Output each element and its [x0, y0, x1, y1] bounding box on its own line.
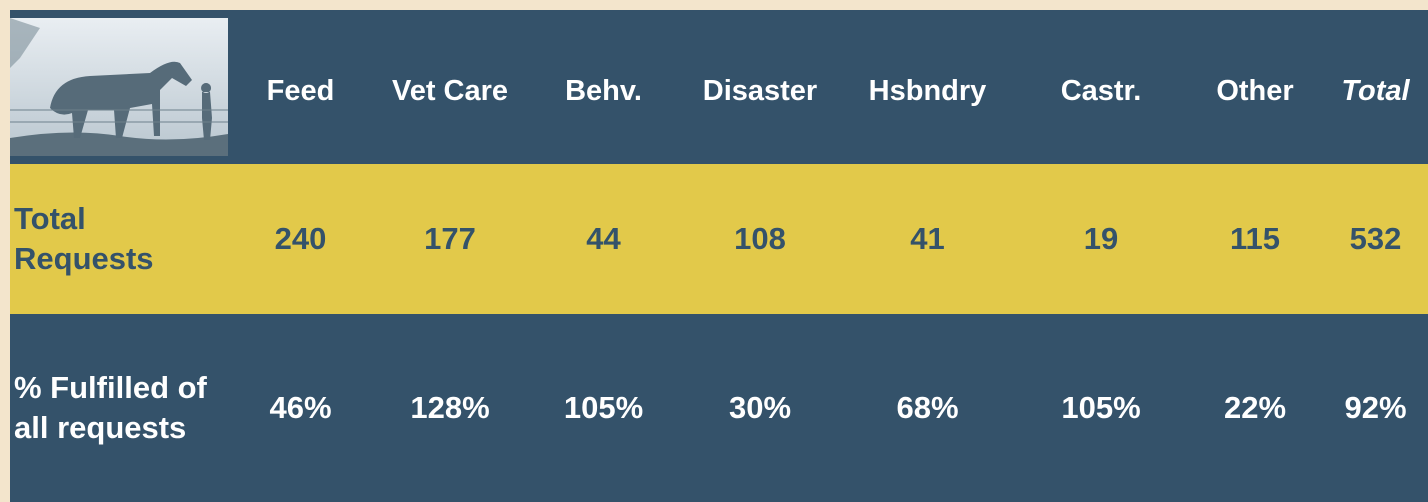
row-label: Total Requests: [14, 201, 154, 276]
cell-value: 105%: [563, 390, 644, 425]
column-header: Total: [1341, 74, 1410, 107]
cell-value: 177: [424, 221, 476, 256]
column-header: Feed: [266, 74, 335, 107]
column-header: Other: [1216, 74, 1294, 107]
cell-value: 46%: [269, 390, 332, 425]
cell-value: 128%: [410, 390, 490, 425]
horse-illustration: [10, 18, 228, 156]
summary-table: Feed Vet Care Behv. Disaster Hsbndry Castr. Ot…: [10, 10, 1428, 502]
column-header: Behv.: [565, 74, 642, 107]
table-row: % Fulfilled of all requests 46% 128% 105% 30…: [10, 314, 1428, 502]
row-label-cell: Total Requests: [10, 164, 228, 314]
cell-value: 22%: [1223, 390, 1287, 425]
cell-value: 30%: [728, 390, 792, 425]
cell-value: 19: [1083, 221, 1119, 256]
cell-value: 115: [1229, 221, 1280, 256]
cell-value: 240: [274, 221, 327, 256]
table-row: Total Requests 240 177 44 108 41 19 115 532: [10, 164, 1428, 314]
header-row: Feed Vet Care Behv. Disaster Hsbndry Castr. Ot…: [10, 10, 1428, 164]
column-header: Vet Care: [391, 74, 509, 107]
cell-value: 41: [910, 221, 945, 256]
cell-value: 68%: [896, 390, 959, 425]
row-label-cell: % Fulfilled of all requests: [10, 314, 228, 502]
cell-value: 108: [734, 221, 786, 256]
cell-value: 92%: [1344, 390, 1407, 425]
column-header: Disaster: [702, 74, 818, 107]
cell-value: 532: [1349, 221, 1402, 256]
cell-value: 105%: [1061, 390, 1141, 425]
column-header: Hsbndry: [868, 74, 987, 107]
row-label: % Fulfilled of all requests: [14, 370, 207, 445]
horse-image: [10, 10, 228, 164]
cell-value: 44: [586, 221, 621, 256]
column-header: Castr.: [1060, 74, 1142, 107]
